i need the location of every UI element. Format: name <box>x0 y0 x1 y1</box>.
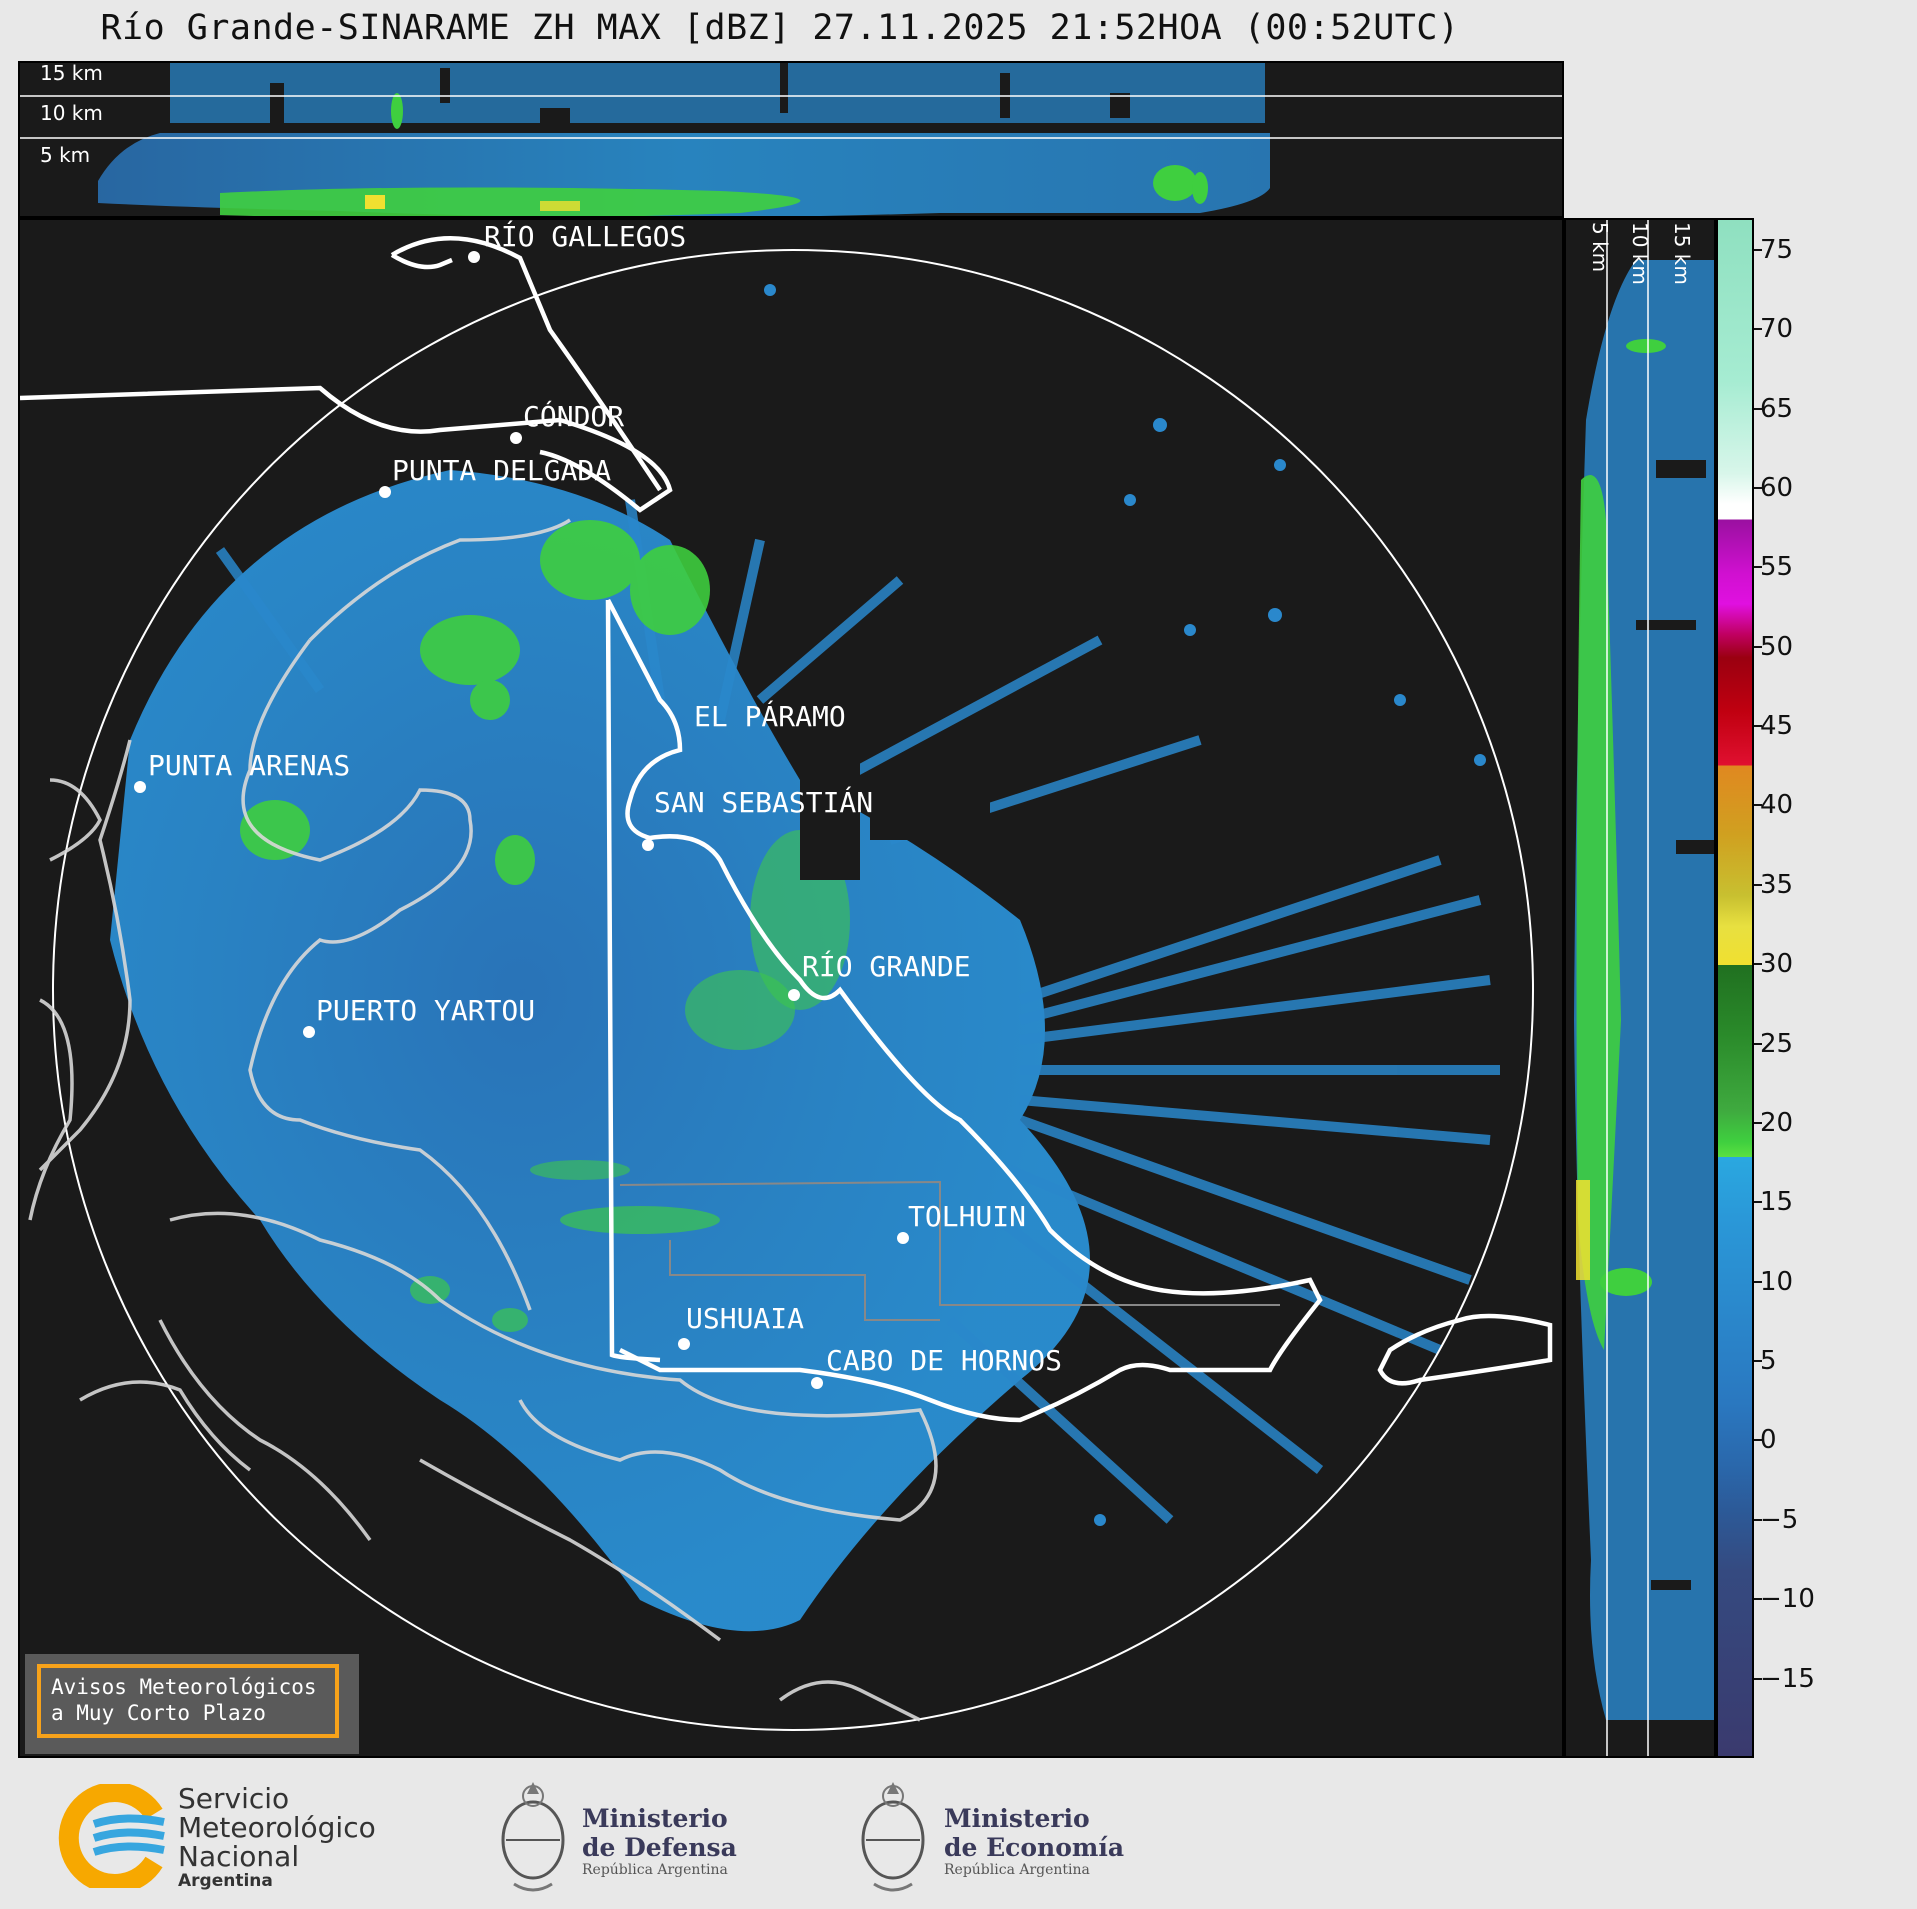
city-label-san-sebastian: SAN SEBASTIÁN <box>654 786 874 819</box>
city-label-punta-delgada: PUNTA DELGADA <box>392 454 612 487</box>
colorbar-tick-label: 55 <box>1760 552 1794 583</box>
range-ring <box>52 249 1534 1731</box>
colorbar-tick-label: 60 <box>1760 472 1794 503</box>
economia-line-1: Ministerio <box>944 1804 1090 1833</box>
city-label-el-paramo: EL PÁRAMO <box>694 700 846 733</box>
radar-map: RÍO GALLEGOS CÓNDOR PUNTA DELGADA EL PÁR… <box>18 218 1564 1758</box>
colorbar-tick-label: −10 <box>1760 1584 1815 1615</box>
colorbar-tick-mark <box>1754 883 1762 886</box>
colorbar-tick-mark <box>1754 1042 1762 1045</box>
side-km-label-5: 5 km <box>1588 222 1612 273</box>
top-cross-section-panel: 15 km 10 km 5 km <box>18 61 1564 218</box>
colorbar-tick-mark <box>1754 804 1762 807</box>
colorbar-tick-mark <box>1754 1360 1762 1363</box>
city-label-puerto-yartou: PUERTO YARTOU <box>316 994 536 1027</box>
city-label-condor: CÓNDOR <box>523 400 625 433</box>
colorbar-tick-label: 30 <box>1760 949 1794 980</box>
colorbar-tick-mark <box>1754 1121 1762 1124</box>
colorbar-tick-label: 45 <box>1760 711 1794 742</box>
smn-line-3: Nacional <box>178 1840 300 1873</box>
economia-line-2: de Economía <box>944 1833 1125 1862</box>
colorbar-tick-label: 5 <box>1760 1346 1777 1377</box>
colorbar-tick-mark <box>1754 566 1762 569</box>
warning-box[interactable]: Avisos Meteorológicos a Muy Corto Plazo <box>25 1654 359 1754</box>
city-label-tolhuin: TOLHUIN <box>908 1200 1027 1233</box>
side-cross-section-echoes <box>1574 220 1714 1756</box>
colorbar-tick-mark <box>1754 486 1762 489</box>
colorbar-tick-mark <box>1754 725 1762 728</box>
colorbar-tick-mark <box>1754 248 1762 251</box>
colorbar-tick-label: 25 <box>1760 1028 1794 1059</box>
colorbar-tick-mark <box>1754 407 1762 410</box>
borders <box>20 236 1553 1423</box>
colorbar-tick-label: 40 <box>1760 790 1794 821</box>
top-km-label-10: 10 km <box>40 101 103 125</box>
colorbar-tick-mark <box>1754 1677 1762 1680</box>
colorbar-tick-label: −15 <box>1760 1663 1815 1694</box>
city-label-cabo-de-hornos: CABO DE HORNOS <box>826 1344 1063 1377</box>
colorbar-tick-mark <box>1754 1518 1762 1521</box>
city-label-ushuaia: USHUAIA <box>686 1302 805 1335</box>
top-km-label-5: 5 km <box>40 143 91 167</box>
province-boundary <box>619 1180 1280 1321</box>
side-km-label-15: 15 km <box>1670 222 1694 285</box>
city-label-rio-grande: RÍO GRANDE <box>802 950 971 983</box>
radar-reflectivity-field <box>20 236 1553 1731</box>
colorbar-tick-label: 20 <box>1760 1107 1794 1138</box>
coastlines <box>28 518 938 1722</box>
echo-main-area <box>110 470 1090 1632</box>
map-title: Río Grande-SINARAME ZH MAX [dBZ] 27.11.2… <box>100 8 1460 48</box>
colorbar-tick-mark <box>1754 963 1762 966</box>
dbz-colorbar <box>1716 218 1754 1758</box>
colorbar-tick-label: 65 <box>1760 393 1794 424</box>
city-label-punta-arenas: PUNTA ARENAS <box>148 749 351 782</box>
colorbar-tick-label: 75 <box>1760 234 1794 265</box>
side-km-label-10: 10 km <box>1628 222 1652 285</box>
colorbar-tick-label: 35 <box>1760 869 1794 900</box>
colorbar-gradient <box>1718 220 1752 1756</box>
coat-of-arms-icon-defensa <box>501 1782 565 1892</box>
economia-line-3: República Argentina <box>944 1862 1090 1878</box>
smn-logo-text: Servicio Meteorológico Nacional Argentin… <box>178 1784 376 1891</box>
defensa-line-1: Ministerio <box>582 1804 728 1833</box>
warning-line-1: Avisos Meteorológicos <box>51 1675 317 1699</box>
colorbar-tick-mark <box>1754 1280 1762 1283</box>
warning-inner-frame: Avisos Meteorológicos a Muy Corto Plazo <box>37 1664 339 1738</box>
defensa-line-3: República Argentina <box>582 1862 728 1878</box>
colorbar-tick-label: 15 <box>1760 1187 1794 1218</box>
defensa-line-2: de Defensa <box>582 1833 737 1862</box>
smn-line-1: Servicio <box>178 1782 290 1815</box>
warning-line-2: a Muy Corto Plazo <box>51 1701 266 1725</box>
footer-logos: Servicio Meteorológico Nacional Argentin… <box>0 1760 1917 1909</box>
smn-line-2: Meteorológico <box>178 1811 376 1844</box>
colorbar-tick-mark <box>1754 645 1762 648</box>
colorbar-tick-label: 10 <box>1760 1266 1794 1297</box>
top-cross-section-echoes <box>20 63 1562 216</box>
colorbar-tick-mark <box>1754 1439 1762 1442</box>
top-km-label-15: 15 km <box>40 61 103 85</box>
city-markers <box>134 251 909 1389</box>
city-label-rio-gallegos: RÍO GALLEGOS <box>484 220 687 253</box>
colorbar-tick-mark <box>1754 1201 1762 1204</box>
economia-logo-text: Ministerio de Economía República Argenti… <box>944 1804 1124 1878</box>
smn-line-4: Argentina <box>178 1871 273 1891</box>
side-cross-section-panel: 5 km 10 km 15 km <box>1564 218 1716 1758</box>
colorbar-tick-label: −5 <box>1760 1504 1799 1535</box>
colorbar-tick-mark <box>1754 328 1762 331</box>
colorbar-tick-mark <box>1754 1598 1762 1601</box>
colorbar-tick-label: 0 <box>1760 1425 1777 1456</box>
coat-of-arms-icon-economia <box>861 1782 925 1892</box>
defensa-logo-text: Ministerio de Defensa República Argentin… <box>582 1804 737 1878</box>
smn-logo-icon <box>58 1784 165 1888</box>
colorbar-tick-label: 50 <box>1760 631 1794 662</box>
colorbar-tick-label: 70 <box>1760 314 1794 345</box>
